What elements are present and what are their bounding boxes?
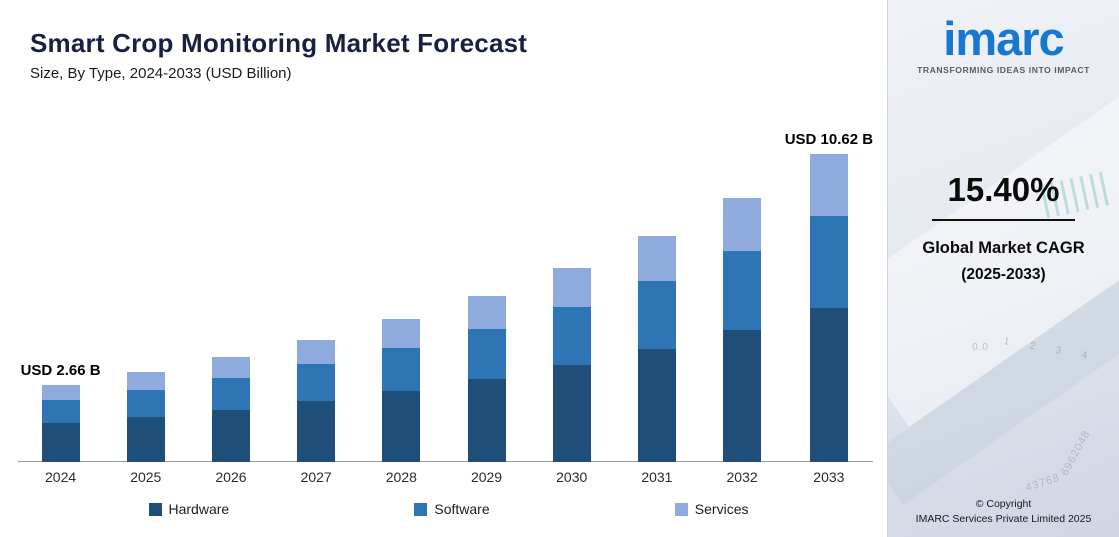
bar-segment-hardware-2027 [297, 400, 336, 462]
bar-stack-2033 [809, 154, 848, 462]
legend-label-services: Services [694, 501, 749, 517]
bar-segment-software-2025 [126, 390, 165, 417]
bar-segment-services-2024 [41, 384, 80, 401]
bar-segment-software-2028 [382, 347, 421, 391]
cagr-label: Global Market CAGR [922, 239, 1085, 258]
bar-column-2031: 2031 [614, 235, 699, 485]
legend-item-services: Services [674, 501, 749, 517]
bar-column-2025: 2025 [103, 372, 188, 485]
x-axis-label-2033: 2033 [813, 469, 845, 485]
bar-segment-hardware-2032 [723, 330, 762, 462]
page-title: Smart Crop Monitoring Market Forecast [30, 28, 528, 58]
bar-stack-2032 [723, 198, 762, 462]
bar-segment-services-2026 [211, 357, 250, 378]
x-axis-label-2030: 2030 [556, 469, 588, 485]
x-axis-label-2027: 2027 [300, 469, 332, 485]
bar-segment-software-2026 [211, 377, 250, 410]
x-axis-label-2031: 2031 [641, 469, 673, 485]
bar-segment-services-2031 [637, 235, 676, 282]
legend-item-software: Software [414, 501, 490, 517]
bar-segment-hardware-2031 [637, 348, 676, 462]
chart-panel: Smart Crop Monitoring Market Forecast Si… [18, 28, 874, 517]
bar-stack-2025 [126, 372, 165, 462]
bar-segment-hardware-2030 [552, 364, 591, 462]
legend-swatch-services [674, 502, 688, 516]
bar-segment-hardware-2025 [126, 417, 165, 462]
x-axis-line [18, 461, 873, 462]
bar-stack-2026 [211, 357, 250, 462]
legend-item-hardware: Hardware [148, 501, 230, 517]
x-axis-label-2028: 2028 [385, 469, 417, 485]
bar-segment-services-2033 [809, 154, 848, 216]
decorative-numbers: 6962048 [1059, 428, 1094, 478]
bar-stack-2028 [382, 319, 421, 462]
plot-area: USD 2.66 B 2024 2025 2026 2027 2028 2029 2030 20… [18, 116, 873, 485]
bar-segment-hardware-2026 [211, 409, 250, 462]
imarc-logo-text: imarc [943, 12, 1064, 65]
legend: Hardware Software Services [148, 501, 749, 517]
copyright-line1: © Copyright [975, 498, 1032, 510]
bar-column-2027: 2027 [274, 339, 359, 485]
bar-segment-software-2031 [637, 281, 676, 349]
cagr-period: (2025-2033) [961, 266, 1046, 284]
bar-segment-hardware-2033 [809, 308, 848, 462]
x-axis-label-2026: 2026 [215, 469, 247, 485]
bar-column-2028: 2028 [359, 319, 444, 485]
bar-segment-software-2032 [723, 250, 762, 331]
legend-swatch-software [414, 502, 428, 516]
bar-stack-2030 [552, 267, 591, 462]
cagr-block: 15.40% Global Market CAGR (2025-2033) [888, 171, 1119, 284]
side-panel: 0.0 1 2 3 4 6962048 43768 imarc TRANSFOR… [887, 0, 1119, 537]
value-annotation: USD 10.62 B [784, 131, 874, 148]
decorative-numbers: 43768 [1024, 471, 1062, 495]
bar-stack-2024 [41, 384, 80, 462]
bar-segment-services-2032 [723, 198, 762, 251]
x-axis-label-2025: 2025 [130, 469, 162, 485]
cagr-value: 15.40% [931, 171, 1076, 222]
bar-stack-2027 [297, 339, 336, 462]
bar-segment-software-2024 [41, 400, 80, 424]
imarc-logo: imarc TRANSFORMING IDEAS INTO IMPACT [888, 0, 1119, 76]
bar-segment-services-2028 [382, 319, 421, 348]
bar-segment-services-2025 [126, 372, 165, 390]
bar-segment-software-2029 [467, 328, 506, 379]
bar-column-2024: USD 2.66 B 2024 [18, 362, 103, 485]
imarc-tagline: TRANSFORMING IDEAS INTO IMPACT [917, 65, 1090, 76]
copyright-line2: IMARC Services Private Limited 2025 [915, 513, 1092, 525]
legend-swatch-hardware [148, 502, 162, 516]
bar-segment-hardware-2028 [382, 390, 421, 462]
bar-segment-software-2030 [552, 306, 591, 365]
page-subtitle: Size, By Type, 2024-2033 (USD Billion) [30, 65, 292, 82]
bar-column-2029: 2029 [444, 295, 529, 485]
x-axis-label-2029: 2029 [470, 469, 503, 485]
bar-column-2030: 2030 [529, 267, 614, 485]
bar-stack-2031 [637, 235, 676, 462]
decorative-numbers: 1 2 3 4 [1003, 335, 1098, 364]
x-axis-label-2032: 2032 [726, 469, 758, 485]
bar-column-2026: 2026 [188, 357, 273, 485]
bar-column-2032: 2032 [700, 198, 785, 485]
bar-stack-2029 [467, 295, 506, 462]
bar-segment-software-2033 [809, 215, 848, 308]
bar-segment-services-2029 [467, 295, 506, 329]
bar-segment-services-2030 [552, 267, 591, 307]
legend-label-hardware: Hardware [168, 501, 230, 517]
bar-segment-hardware-2029 [467, 378, 506, 462]
decorative-numbers: 0.0 [972, 342, 989, 353]
bar-segment-services-2027 [297, 339, 336, 365]
bar-column-2033: USD 10.62 B 2033 [785, 131, 873, 485]
x-axis-label-2024: 2024 [45, 469, 77, 485]
bar-segment-hardware-2024 [41, 423, 80, 462]
bar-segment-software-2027 [297, 364, 336, 401]
copyright: © Copyright IMARC Services Private Limit… [888, 498, 1119, 525]
value-annotation: USD 2.66 B [20, 361, 101, 379]
legend-label-software: Software [434, 501, 490, 517]
